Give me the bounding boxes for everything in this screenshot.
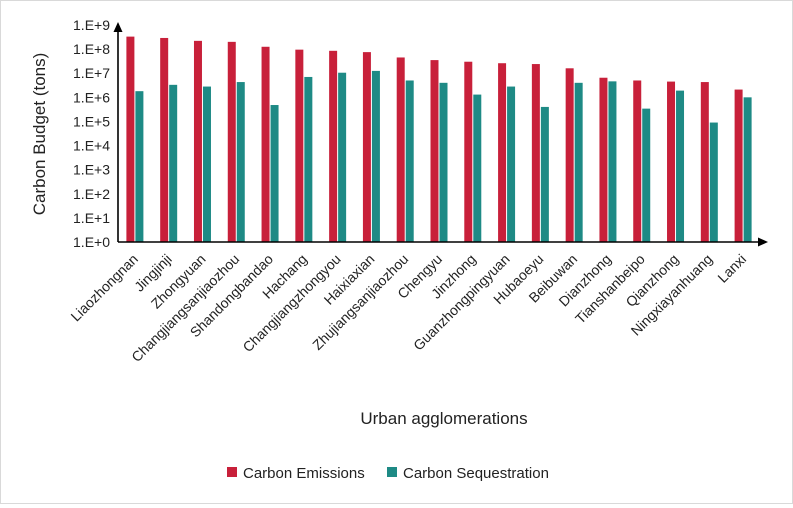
y-tick-label: 1.E+7 <box>73 65 110 81</box>
y-tick-label: 1.E+6 <box>73 89 110 105</box>
bar-carbon-emissions <box>565 68 574 242</box>
bar-carbon-sequestration <box>540 106 549 243</box>
y-tick-label: 1.E+9 <box>73 17 110 33</box>
y-tick-label: 1.E+5 <box>73 113 110 129</box>
bar-carbon-sequestration <box>270 105 279 243</box>
bar-carbon-sequestration <box>405 80 414 242</box>
bar-carbon-emissions <box>295 49 304 242</box>
legend: Carbon Emissions Carbon Sequestration <box>227 465 549 482</box>
y-axis-ticks: 1.E+0 1.E+1 1.E+2 1.E+3 1.E+4 1.E+5 1.E+6 1.E+7… <box>73 17 110 250</box>
bar-carbon-emissions <box>126 36 135 243</box>
bar-carbon-sequestration <box>169 84 178 242</box>
y-tick-label: 1.E+4 <box>73 138 110 154</box>
y-tick-label: 1.E+1 <box>73 210 110 226</box>
bar-carbon-emissions <box>667 81 676 243</box>
legend-label-emissions: Carbon Emissions <box>243 465 365 482</box>
bar-carbon-emissions <box>531 64 540 242</box>
bar-carbon-emissions <box>227 41 236 243</box>
bar-carbon-emissions <box>329 50 338 243</box>
bar-carbon-sequestration <box>743 97 752 242</box>
y-tick-label: 1.E+0 <box>73 234 110 250</box>
bar-carbon-emissions <box>430 60 439 242</box>
bar-carbon-sequestration <box>574 82 583 242</box>
y-tick-label: 1.E+3 <box>73 162 110 178</box>
bar-carbon-sequestration <box>304 76 313 242</box>
bar-carbon-emissions <box>193 40 202 242</box>
y-tick-label: 1.E+8 <box>73 41 110 57</box>
bar-carbon-sequestration <box>371 70 380 242</box>
y-axis-title: Carbon Budget (tons) <box>30 53 49 216</box>
bar-carbon-sequestration <box>473 94 482 242</box>
bar-carbon-emissions <box>396 57 405 243</box>
bar-carbon-emissions <box>599 77 608 242</box>
legend-label-sequestration: Carbon Sequestration <box>403 465 549 482</box>
bar-carbon-emissions <box>261 46 270 242</box>
bar-carbon-emissions <box>464 61 473 243</box>
x-axis-title: Urban agglomerations <box>360 409 527 428</box>
bar-carbon-sequestration <box>135 91 144 242</box>
bar-carbon-emissions <box>498 63 507 243</box>
x-category-label: Lanxi <box>714 251 749 286</box>
x-axis-arrowhead <box>758 237 768 247</box>
bar-carbon-sequestration <box>709 122 718 242</box>
axes <box>113 22 768 247</box>
bar-carbon-sequestration <box>642 108 651 242</box>
bar-carbon-sequestration <box>236 82 245 242</box>
x-axis-categories: LiaozhongnanJingjinjiZhongyuanChangjiang… <box>67 251 749 365</box>
x-category-label: Liaozhongnan <box>67 251 141 325</box>
bar-carbon-emissions <box>633 80 642 242</box>
bar-carbon-sequestration <box>507 86 516 243</box>
bar-carbon-sequestration <box>676 90 685 242</box>
legend-swatch-sequestration <box>387 467 397 477</box>
bar-carbon-emissions <box>700 82 709 242</box>
legend-swatch-emissions <box>227 467 237 477</box>
bars <box>126 36 752 243</box>
y-axis-arrowhead <box>113 22 123 32</box>
bar-carbon-emissions <box>362 52 371 243</box>
bar-carbon-sequestration <box>202 86 211 243</box>
bar-carbon-sequestration <box>439 82 448 242</box>
y-tick-label: 1.E+2 <box>73 186 110 202</box>
bar-carbon-emissions <box>734 89 743 242</box>
bar-carbon-emissions <box>160 37 169 242</box>
bar-carbon-sequestration <box>608 81 617 242</box>
bar-carbon-sequestration <box>338 72 347 242</box>
